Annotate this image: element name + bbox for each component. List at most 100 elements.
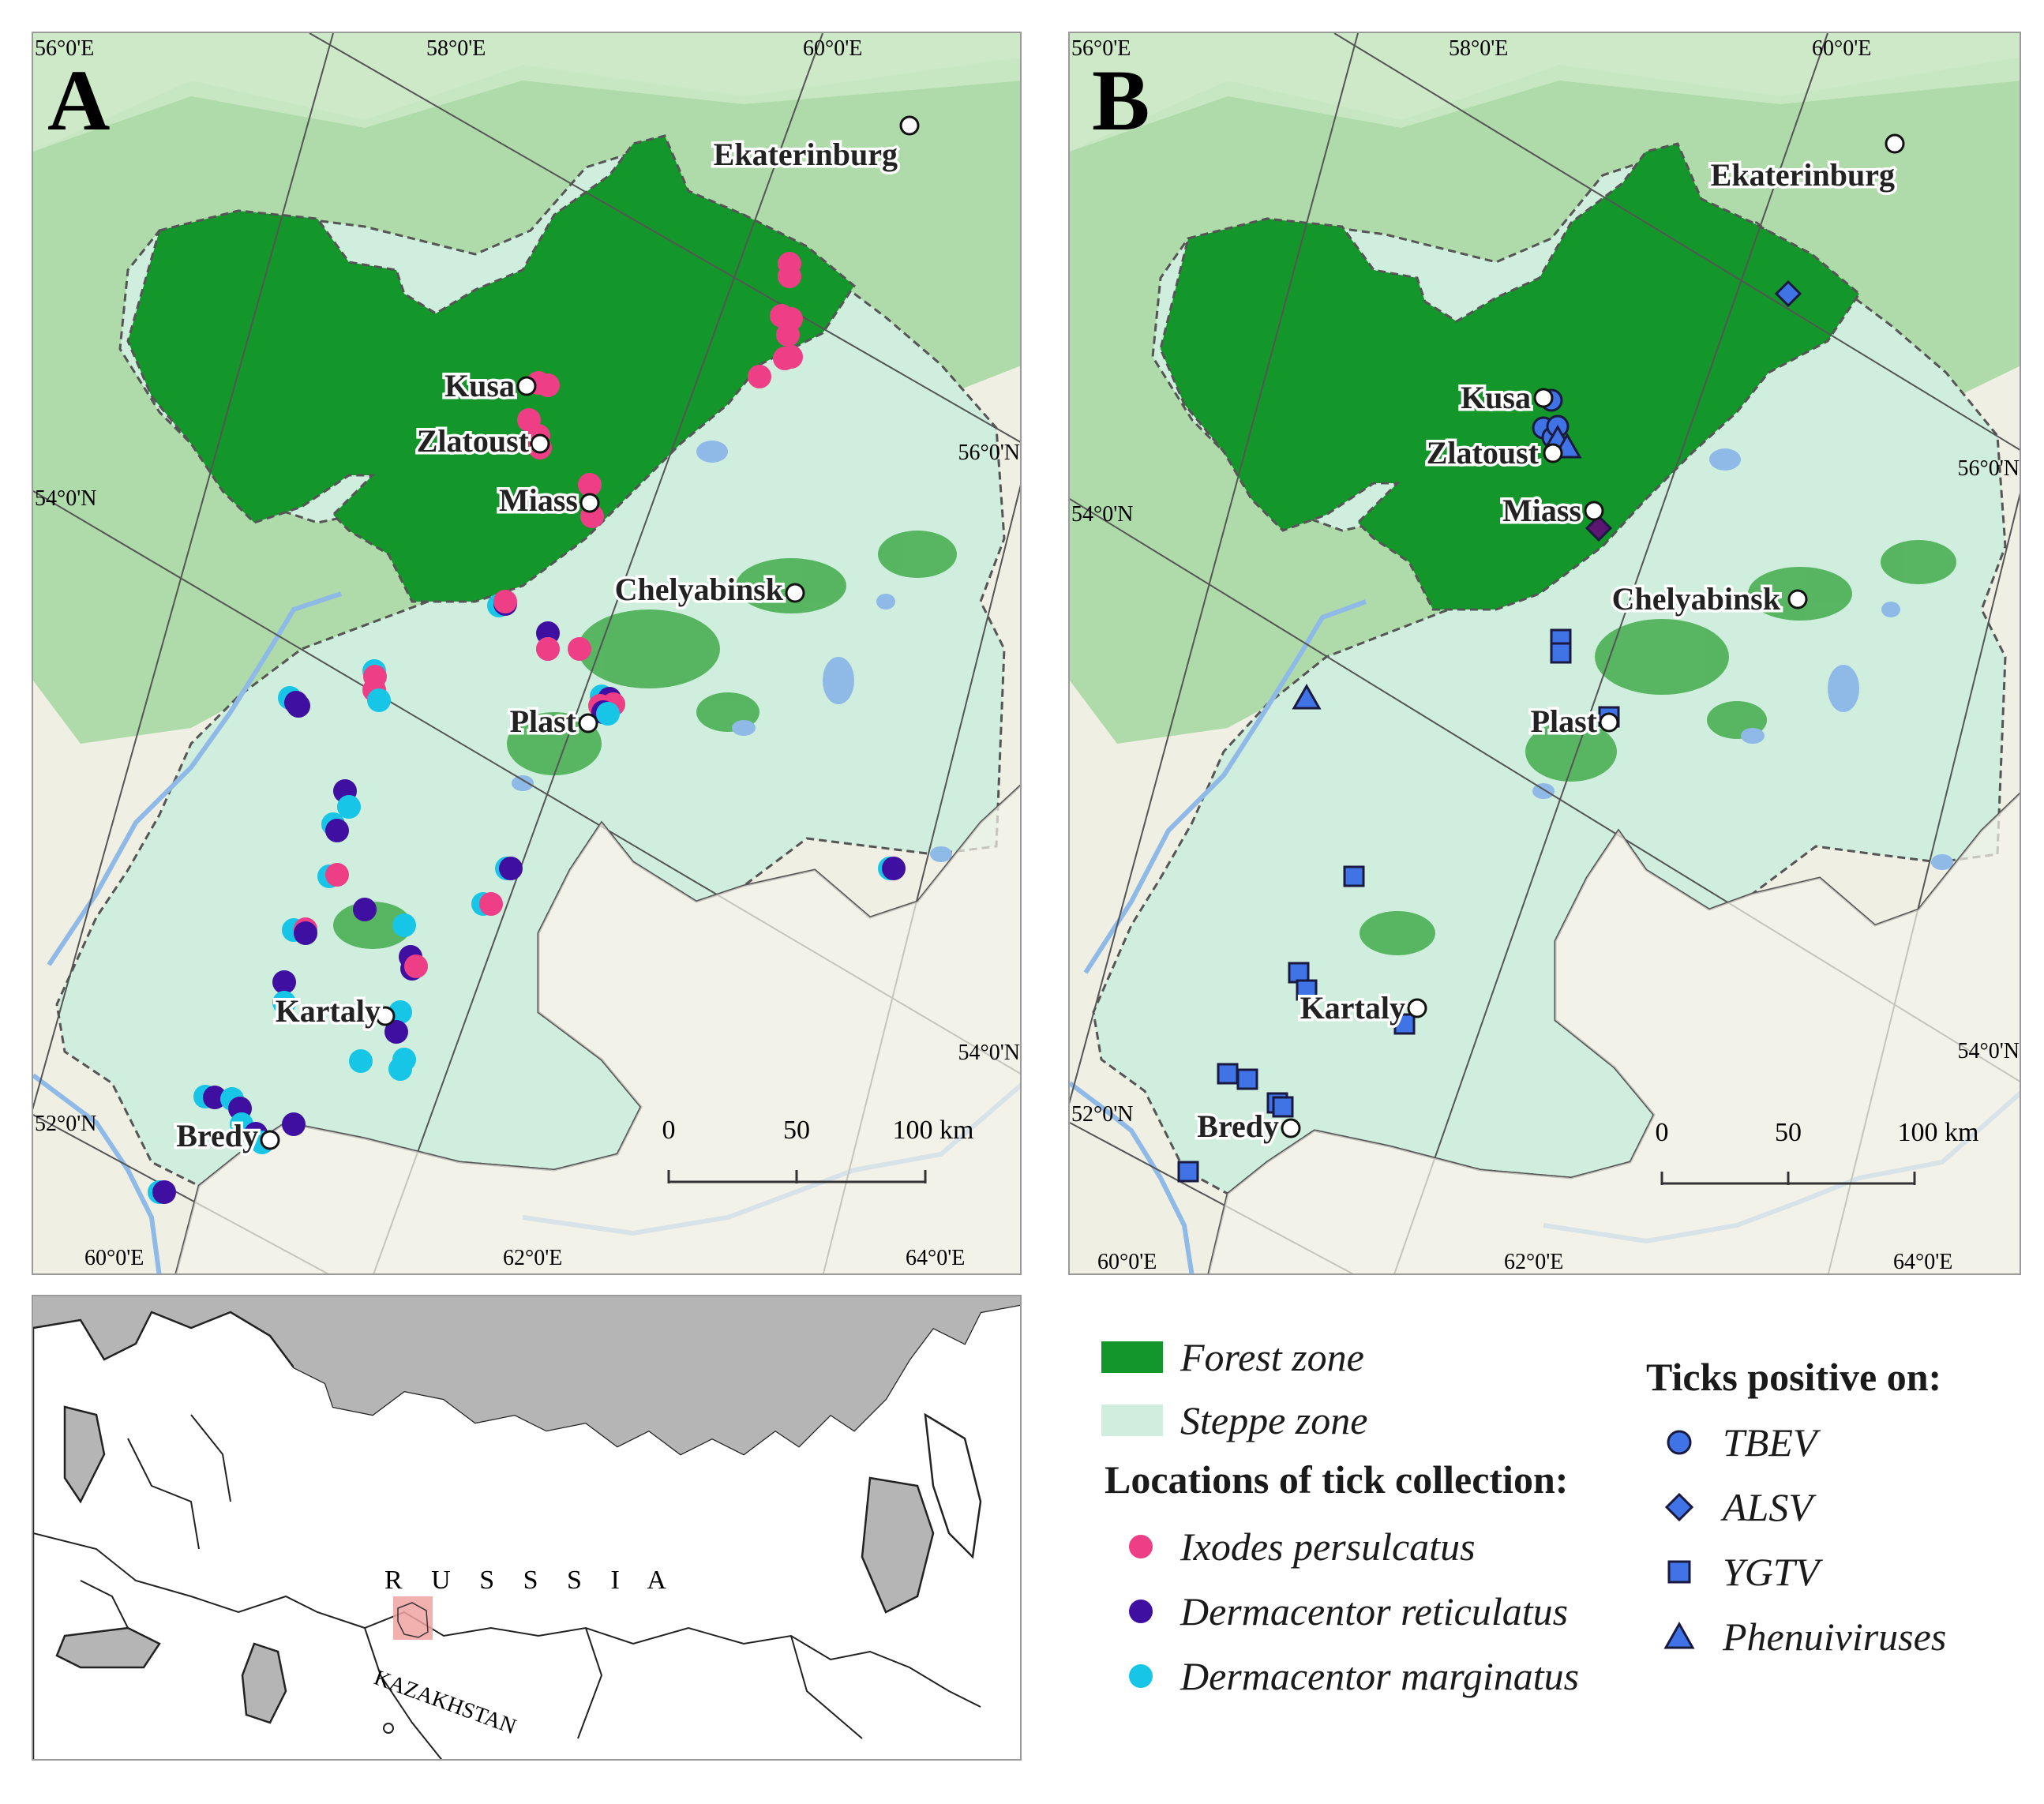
- lakes: [1532, 448, 1953, 870]
- city-label: Bredy: [176, 1118, 258, 1153]
- lat-left-2: 52°0'N: [1071, 1102, 1133, 1127]
- lakes: [512, 441, 952, 862]
- study-area-outline: [397, 1602, 429, 1638]
- lat-right-2: 54°0'N: [1958, 1039, 2020, 1063]
- caspian-sea: [241, 1642, 287, 1724]
- tick-marker: [287, 694, 310, 718]
- lon-top-3: 60°0'E: [803, 36, 862, 61]
- tick-marker: [499, 857, 523, 880]
- lat-right-2: 54°0'N: [958, 1041, 1020, 1065]
- city-label: Bredy: [1197, 1108, 1279, 1144]
- lon-bottom-3: 64°0'E: [906, 1246, 965, 1270]
- positive-title: Ticks positive on:: [1646, 1355, 1942, 1399]
- map-panel-a: Ekaterinburg Kusa Zlatoust Miass Chelyabinsk…: [32, 32, 1022, 1275]
- circle-icon: [1667, 1430, 1692, 1455]
- country-borders: [33, 1414, 981, 1759]
- reticulatus-label: Dermacentor reticulatus: [1180, 1589, 1569, 1633]
- phenuivirus-marker: [1292, 683, 1322, 710]
- city-dot: [1407, 998, 1427, 1018]
- legend-tbev: TBEV: [1663, 1420, 1817, 1465]
- kazakhstan-area: [1208, 793, 2020, 1273]
- legend-steppe-zone: Steppe zone: [1101, 1397, 1367, 1443]
- city-label: Miass: [499, 482, 578, 518]
- city-dot: [579, 493, 600, 513]
- tick-marker: [536, 373, 560, 397]
- legend: Forest zone Steppe zone Locations of tic…: [1101, 1334, 2025, 1729]
- reticulatus-marker-icon: [1129, 1600, 1153, 1623]
- ygtv-marker: [1296, 979, 1318, 1001]
- lat-right-1: 56°0'N: [958, 441, 1020, 465]
- river-ural: [1083, 599, 1367, 974]
- tick-marker: [493, 590, 517, 613]
- city-dot: [1543, 443, 1563, 463]
- scale-bar: [667, 1170, 927, 1183]
- city-label: Zlatoust: [417, 423, 530, 459]
- river-ural-south: [33, 1073, 162, 1273]
- tick-marker: [748, 365, 771, 388]
- virus-positive-markers: [1177, 279, 1802, 1183]
- city-dot: [375, 1006, 396, 1026]
- lon-top-1: 56°0'E: [35, 36, 94, 61]
- city-label: Kartaly: [1300, 990, 1405, 1026]
- city-label: Ekaterinburg: [714, 137, 898, 172]
- ygtv-marker: [1393, 1013, 1416, 1035]
- city-dot: [260, 1130, 280, 1150]
- marginatus-label: Dermacentor marginatus: [1180, 1654, 1580, 1698]
- legend-forest-zone: Forest zone: [1101, 1334, 1364, 1380]
- tick-marker: [536, 637, 560, 661]
- diamond-icon: [1664, 1492, 1694, 1522]
- astana-dot: [383, 1723, 394, 1734]
- ixodes-marker-icon: [1129, 1535, 1153, 1558]
- city-dot: [1599, 712, 1619, 733]
- outer-forest-light: [1070, 33, 2020, 152]
- lon-top-1: 56°0'E: [1071, 36, 1131, 61]
- tick-marker: [367, 688, 391, 712]
- forest-patches: [1360, 540, 1956, 955]
- kamchatka: [924, 1412, 982, 1559]
- tick-marker: [349, 1049, 373, 1073]
- alsv-marker: [1585, 514, 1613, 542]
- legend-phenuiviruses: Phenuiviruses: [1663, 1614, 1946, 1660]
- city-dot: [516, 376, 537, 396]
- tick-marker: [776, 323, 800, 347]
- tick-marker: [337, 795, 361, 819]
- tick-marker: [203, 1086, 227, 1109]
- tick-marker: [882, 857, 906, 880]
- lon-bottom-2: 62°0'E: [1504, 1250, 1563, 1274]
- marginatus-marker-icon: [1129, 1664, 1153, 1688]
- tick-marker: [384, 1020, 408, 1044]
- ygtv-marker: [1343, 865, 1365, 887]
- tick-marker: [325, 819, 349, 842]
- ygtv-label: YGTV: [1723, 1550, 1820, 1594]
- legend-ixodes: Ixodes persulcatus: [1125, 1524, 1476, 1570]
- panel-letter-b: B: [1092, 52, 1150, 148]
- legend-marginatus: Dermacentor marginatus: [1125, 1653, 1579, 1699]
- lon-top-2: 58°0'E: [426, 36, 486, 61]
- lon-bottom-1: 60°0'E: [1097, 1250, 1157, 1274]
- lat-left-1: 54°0'N: [1071, 502, 1133, 527]
- legend-ygtv: YGTV: [1663, 1549, 1819, 1595]
- forest-swatch: [1101, 1341, 1163, 1373]
- alsv-marker: [1774, 279, 1802, 308]
- scale-label-100: 100 km: [893, 1116, 974, 1145]
- baltic-sea: [63, 1405, 106, 1504]
- city-label: Chelyabinsk: [615, 572, 784, 607]
- square-icon: [1667, 1560, 1691, 1584]
- tick-marker: [294, 921, 317, 945]
- lat-left-1: 54°0'N: [35, 486, 96, 511]
- tick-collection-markers: [148, 252, 906, 1204]
- city-label: Kartaly: [276, 993, 381, 1029]
- city-label: Plast: [1531, 703, 1598, 739]
- forest-zone-area: [126, 134, 856, 603]
- lat-right-1: 56°0'N: [1958, 456, 2020, 481]
- tick-marker: [282, 1112, 306, 1136]
- scale-label-0: 0: [1656, 1118, 1669, 1147]
- scale-label-100: 100 km: [1898, 1118, 1979, 1147]
- city-dot: [578, 713, 598, 733]
- ixodes-label: Ixodes persulcatus: [1180, 1525, 1476, 1569]
- ygtv-marker: [1550, 642, 1572, 664]
- river-ural: [47, 591, 342, 966]
- city-label: Miass: [1502, 493, 1581, 528]
- tick-marker: [404, 955, 428, 978]
- lon-bottom-2: 62°0'E: [503, 1246, 562, 1270]
